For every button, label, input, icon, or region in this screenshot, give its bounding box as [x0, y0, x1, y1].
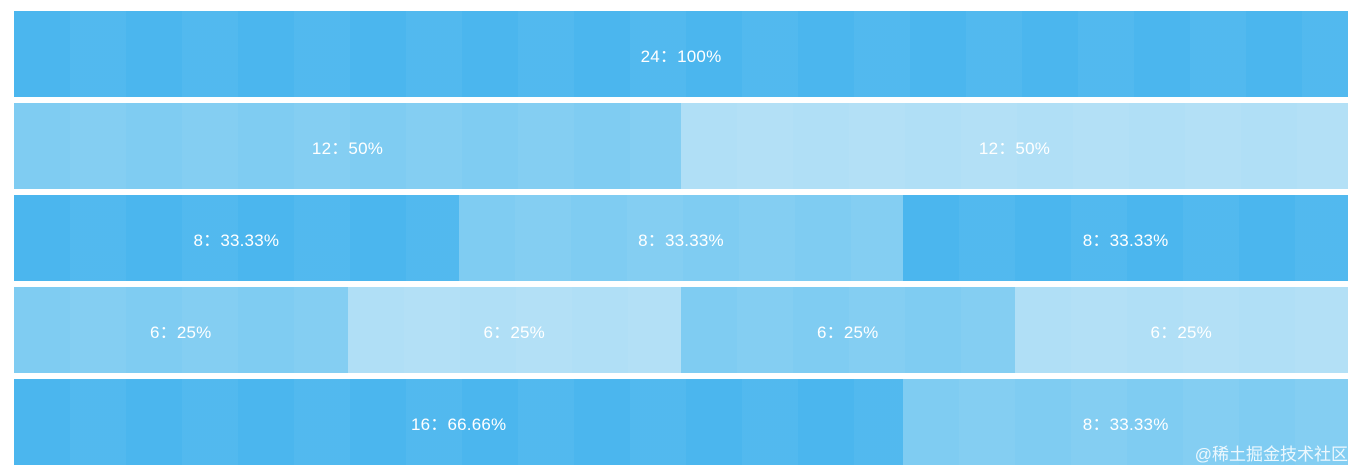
col-label: 8：33.33% — [193, 230, 280, 250]
col-label: 6：25% — [1150, 322, 1212, 342]
grid-col: 16：66.66% — [14, 379, 904, 465]
grid-col: 12：50% — [681, 103, 1348, 189]
watermark: @稀土掘金技术社区 — [1194, 445, 1348, 464]
grid-col: 6：25% — [14, 287, 348, 373]
grid-layout: 24：100% 12：50% 12：50% 8：33.33% 8：33.33% … — [14, 11, 1348, 471]
col-label: 8：33.33% — [638, 230, 724, 250]
grid-col: 8：33.33% — [903, 195, 1348, 281]
grid-col: 8：33.33% — [903, 379, 1348, 465]
col-label: 12：50% — [978, 138, 1051, 158]
col-label: 6：25% — [483, 322, 545, 342]
col-label: 8：33.33% — [1082, 414, 1169, 434]
col-label: 16：66.66% — [410, 414, 507, 434]
grid-col: 8：33.33% — [14, 195, 459, 281]
grid-row-2: 12：50% 12：50% — [14, 103, 1348, 189]
grid-col: 8：33.33% — [458, 195, 904, 281]
grid-col: 6：25% — [347, 287, 681, 373]
col-label: 24：100% — [640, 46, 722, 66]
grid-col: 12：50% — [14, 103, 681, 189]
grid-row-1: 24：100% — [14, 11, 1348, 97]
col-label: 6：25% — [150, 322, 212, 342]
grid-row-5: 16：66.66% 8：33.33% — [14, 379, 1348, 465]
grid-col: 6：25% — [681, 287, 1015, 373]
grid-col: 24：100% — [14, 11, 1348, 97]
grid-row-3: 8：33.33% 8：33.33% 8：33.33% — [14, 195, 1348, 281]
col-label: 6：25% — [817, 322, 879, 342]
col-label: 12：50% — [311, 138, 384, 158]
grid-col: 6：25% — [1014, 287, 1348, 373]
col-label: 8：33.33% — [1082, 230, 1169, 250]
grid-row-4: 6：25% 6：25% 6：25% 6：25% — [14, 287, 1348, 373]
